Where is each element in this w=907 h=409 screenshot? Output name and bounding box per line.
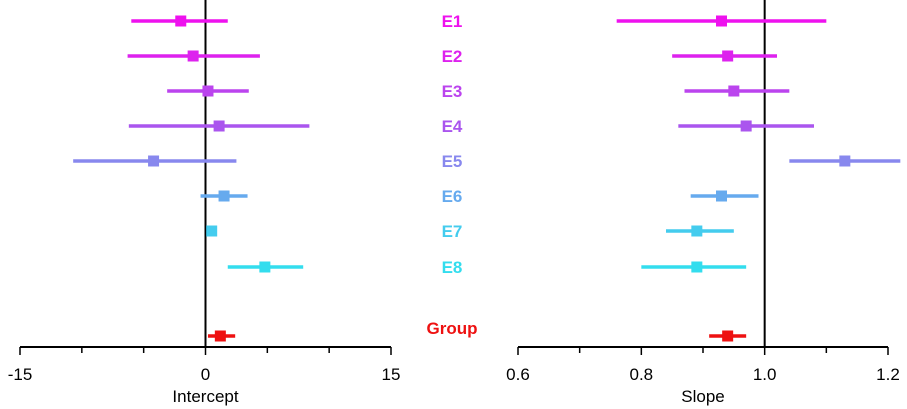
slope-point-e6 [716, 190, 727, 202]
row-label-e1: E1 [442, 12, 463, 31]
row-label-e2: E2 [442, 47, 463, 66]
intercept-point-e5 [148, 155, 160, 167]
row-label-e6: E6 [442, 187, 463, 206]
intercept-tick-label: 0 [201, 365, 210, 384]
row-label-e3: E3 [442, 82, 463, 101]
slope-tick-label: 1.2 [876, 365, 900, 384]
intercept-point-group [214, 330, 226, 342]
row-labels: E1 E2 E3 E4 E5 E6 E7 E8 Group [427, 12, 478, 338]
intercept-point-e1 [175, 15, 187, 27]
slope-tick-label: 0.6 [506, 365, 530, 384]
slope-tick-label: 0.8 [630, 365, 654, 384]
slope-point-e1 [716, 15, 727, 27]
slope-tick-label: 1.0 [753, 365, 777, 384]
intercept-point-e6 [218, 190, 230, 202]
slope-point-e3 [728, 85, 740, 97]
row-label-e5: E5 [442, 152, 463, 171]
row-label-e8: E8 [442, 258, 463, 277]
intercept-point-e2 [187, 50, 199, 62]
intercept-axis-title: Intercept [172, 387, 238, 406]
slope-point-e4 [740, 120, 752, 132]
intercept-panel: -15 0 15 Intercept [8, 0, 401, 406]
intercept-point-e4 [213, 120, 225, 132]
intercept-point-e8 [259, 261, 271, 273]
slope-panel: 0.6 0.8 1.0 1.2 Slope [506, 0, 901, 406]
row-label-e4: E4 [442, 117, 463, 136]
intercept-tick-label: 15 [382, 365, 401, 384]
slope-point-e2 [722, 50, 734, 62]
row-label-group: Group [427, 319, 478, 338]
slope-point-e5 [839, 155, 851, 167]
intercept-tick-label: -15 [8, 365, 33, 384]
slope-point-group [722, 330, 734, 342]
row-label-e7: E7 [442, 222, 463, 241]
intercept-point-e3 [202, 85, 214, 97]
slope-axis-title: Slope [681, 387, 724, 406]
slope-point-e8 [691, 261, 703, 273]
intercept-point-e7 [206, 225, 218, 237]
slope-point-e7 [691, 225, 703, 237]
